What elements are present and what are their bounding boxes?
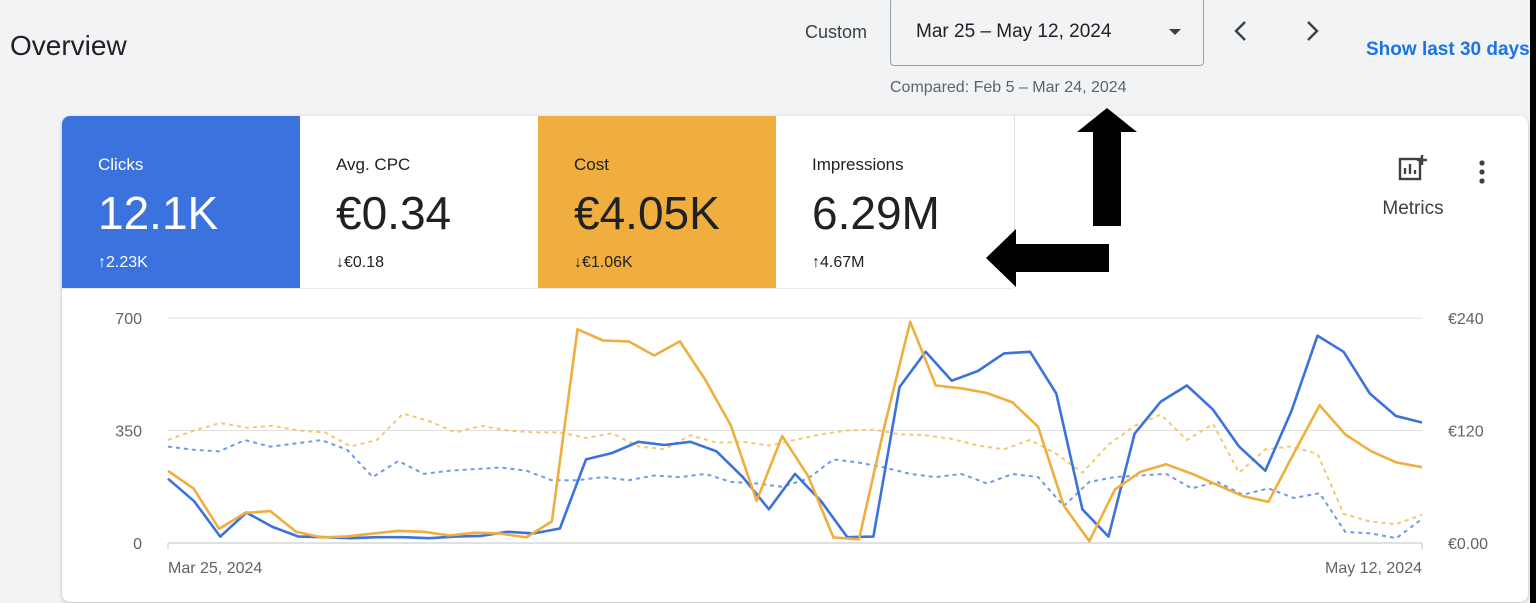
metric-value: €0.34 (336, 187, 452, 239)
add-chart-icon (1398, 155, 1427, 181)
metric-value: €4.05K (574, 187, 720, 239)
metric-label: Clicks (98, 155, 144, 174)
x-start-label: Mar 25, 2024 (168, 560, 262, 577)
metric-change: ↓€0.18 (336, 254, 384, 272)
tiles-divider (1014, 116, 1015, 288)
tiles-baseline (62, 288, 1014, 289)
show-last-30-days-link[interactable]: Show last 30 days (1366, 39, 1530, 60)
chevron-left-icon (1234, 21, 1246, 41)
y-left-tick-label: 0 (133, 536, 142, 553)
metric-tile-cost[interactable]: Cost €4.05K ↓€1.06K (538, 116, 776, 288)
metric-label: Avg. CPC (336, 155, 411, 174)
metric-tile-impressions[interactable]: Impressions 6.29M ↑4.67M (776, 116, 1014, 288)
metrics-label: Metrics (1382, 198, 1444, 219)
metric-change-value: 4.67M (820, 254, 865, 271)
metric-change: ↓€1.06K (574, 254, 633, 272)
y-right-tick-label: €0.00 (1448, 536, 1488, 553)
series-line-0 (167, 334, 1423, 540)
arrow-down-icon: ↓ (336, 254, 344, 271)
x-end-label: May 12, 2024 (1325, 560, 1422, 577)
metric-change-value: €0.18 (344, 254, 385, 271)
y-right-tick-label: €120 (1448, 424, 1484, 441)
date-range-value: Mar 25 – May 12, 2024 (916, 21, 1112, 42)
chevron-right-icon (1307, 21, 1319, 41)
previous-period-button[interactable] (1224, 14, 1258, 48)
dropdown-caret-icon (1169, 29, 1181, 35)
metric-value: 6.29M (812, 187, 940, 239)
arrow-up-icon: ↑ (812, 254, 820, 271)
metric-tile-clicks[interactable]: Clicks 12.1K ↑2.23K (62, 116, 300, 288)
comparison-range-text: Compared: Feb 5 – Mar 24, 2024 (890, 79, 1127, 96)
metric-change-value: €1.06K (582, 254, 633, 271)
page-title: Overview (10, 30, 127, 61)
more-options-button[interactable] (1468, 156, 1496, 192)
next-period-button[interactable] (1296, 14, 1330, 48)
metrics-button[interactable]: Metrics (1358, 154, 1468, 224)
metric-change-value: 2.23K (106, 254, 148, 271)
metric-label: Cost (574, 155, 609, 174)
metric-tile-avg-cpc[interactable]: Avg. CPC €0.34 ↓€0.18 (300, 116, 538, 288)
y-right-tick-label: €240 (1448, 311, 1484, 328)
range-type-label: Custom (805, 22, 868, 42)
overview-card: Clicks 12.1K ↑2.23K Avg. CPC €0.34 ↓€0.18 Cost… (62, 116, 1528, 602)
series-line-3 (167, 412, 1423, 526)
y-left-tick-label: 350 (115, 424, 142, 441)
arrow-up-icon: ↑ (98, 254, 106, 271)
y-left-tick-label: 700 (115, 311, 142, 328)
image-border (1530, 0, 1536, 603)
series-line-1 (167, 320, 1423, 543)
more-vert-icon (1479, 160, 1485, 184)
arrow-down-icon: ↓ (574, 254, 582, 271)
date-range-select[interactable]: Mar 25 – May 12, 2024 (890, 0, 1204, 66)
metric-change: ↑4.67M (812, 254, 864, 272)
metric-change: ↑2.23K (98, 254, 148, 272)
metric-value: 12.1K (98, 187, 219, 239)
metric-label: Impressions (812, 155, 904, 174)
performance-chart: 0 350 700 €0.00 €120 €240 Mar 25, 2024 May 12, … (115, 311, 1488, 577)
